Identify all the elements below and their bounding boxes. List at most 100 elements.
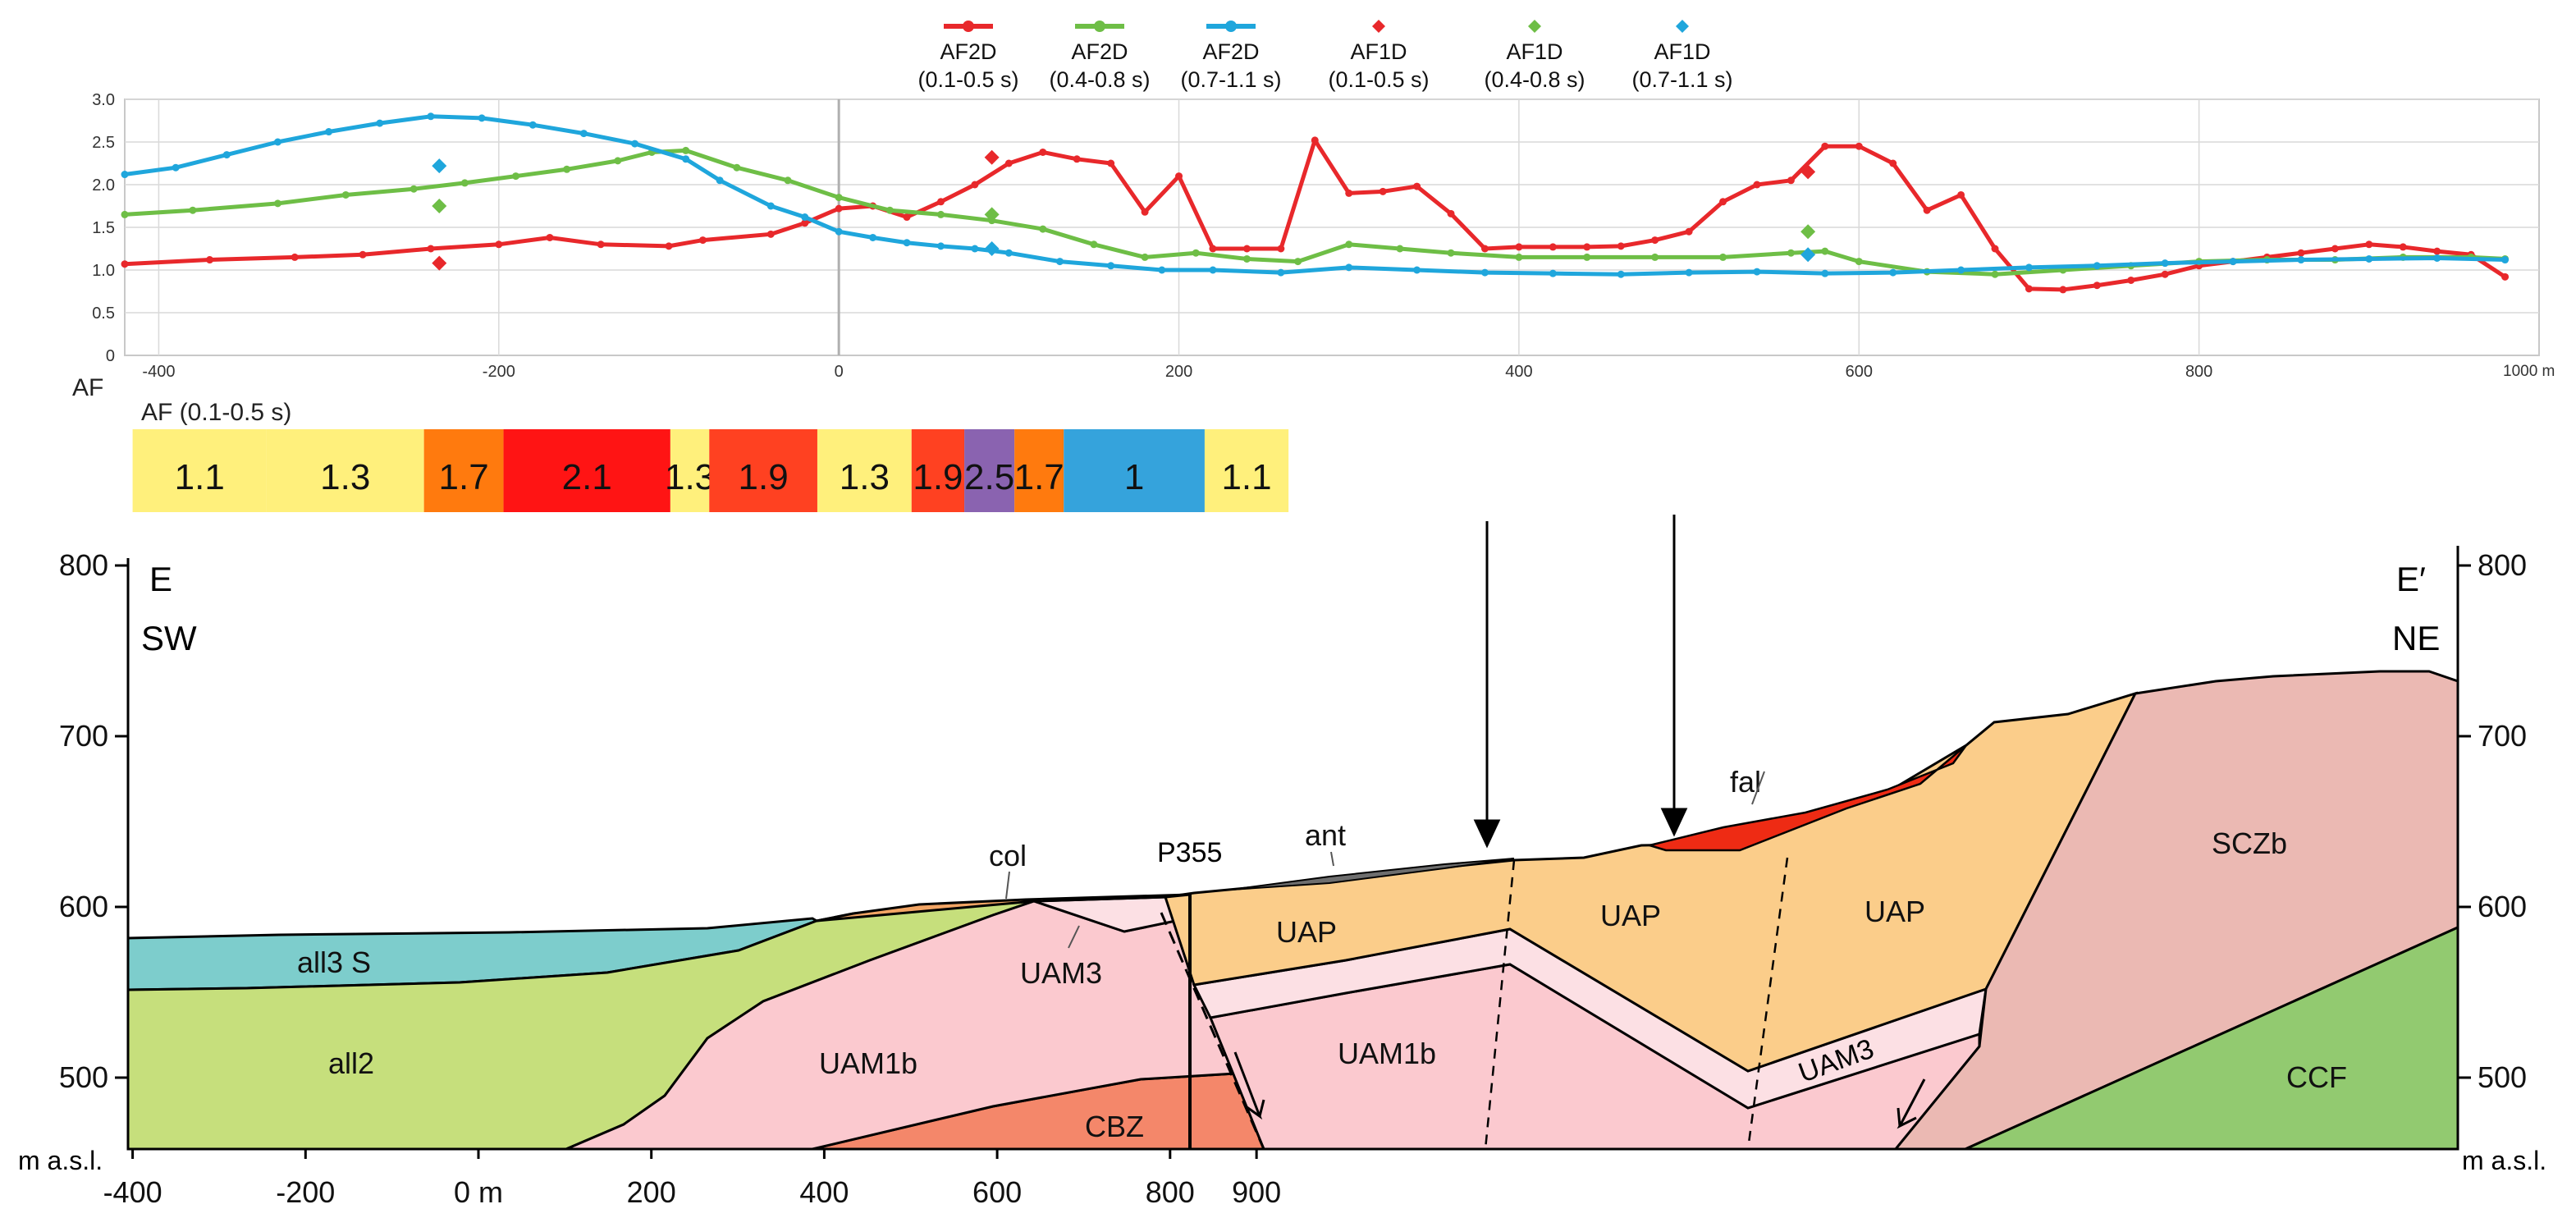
data-point [698, 236, 707, 245]
data-point [189, 206, 197, 214]
elev-tick-label-right: 800 [2478, 548, 2527, 582]
data-point [1991, 245, 1999, 253]
fault-arrows [1233, 1051, 1926, 1129]
data-point [2365, 240, 2373, 249]
data-point [222, 151, 231, 159]
data-point [1515, 243, 1523, 251]
data-point [1345, 240, 1353, 249]
data-point [1311, 136, 1319, 144]
af-segment [132, 429, 267, 512]
data-point [2331, 245, 2339, 253]
af-segment-label: 2.1 [562, 457, 612, 497]
data-point [1242, 254, 1251, 263]
af-segment-label: 1.9 [913, 457, 963, 497]
data-point [121, 260, 129, 268]
data-point [2297, 249, 2305, 257]
data-point [359, 250, 367, 259]
af1d-marker [984, 207, 1000, 222]
data-point [936, 242, 945, 250]
af1d-marker [984, 241, 1000, 256]
distance-tick-label: -400 [103, 1175, 162, 1209]
x-tick-label: 0 [835, 363, 844, 381]
data-point [2229, 258, 2237, 266]
section-right-letter: E′ [2396, 560, 2426, 598]
legend-name: AF2D [1071, 39, 1128, 64]
data-point [597, 240, 605, 249]
legend-period: (0.7-1.1 s) [1180, 67, 1281, 92]
legend-period: (0.4-0.8 s) [1484, 67, 1585, 92]
af-segment-label: 2.5 [964, 457, 1014, 497]
strip-title: AF (0.1-0.5 s) [141, 399, 291, 426]
data-point [614, 157, 622, 165]
data-point [528, 121, 537, 129]
data-point [1821, 142, 1829, 150]
data-point [801, 219, 809, 227]
elev-tick-label-right: 700 [2478, 719, 2527, 753]
data-point [2365, 254, 2373, 263]
af-segment [1204, 429, 1289, 512]
data-point [546, 233, 554, 241]
data-point [1549, 243, 1557, 251]
af-segment [911, 429, 965, 512]
data-point [1957, 266, 1965, 274]
x-tick-label: 200 [1165, 363, 1192, 381]
af-segment [817, 429, 912, 512]
data-point [835, 204, 843, 213]
data-point [1039, 148, 1047, 156]
data-point [1617, 270, 1625, 278]
elev-tick-label-left: 800 [59, 548, 108, 582]
legend-swatch-dot [1094, 21, 1105, 32]
data-point [1651, 253, 1659, 261]
legend-name: AF1D [1506, 39, 1563, 64]
data-point [1413, 182, 1421, 190]
data-point [682, 146, 690, 154]
data-point [1277, 245, 1285, 253]
section-left-direction: SW [141, 619, 197, 657]
data-point [172, 163, 180, 172]
data-point [1192, 249, 1200, 257]
data-point [1753, 181, 1761, 189]
y-tick-label: 2.5 [92, 134, 115, 152]
data-point [2127, 276, 2135, 284]
af-segment [266, 429, 424, 512]
data-point [1073, 155, 1081, 163]
data-point [427, 112, 435, 121]
y-tick-label: 0 [106, 347, 115, 365]
data-point [1209, 266, 1217, 274]
data-point [716, 176, 724, 185]
data-point [682, 155, 690, 163]
af1d-marker [432, 199, 447, 213]
legend-period: (0.1-0.5 s) [917, 67, 1018, 92]
af1d-marker [432, 158, 447, 174]
label-uap-b: UAP [1600, 899, 1661, 932]
af-segment [423, 429, 504, 512]
data-point [1480, 268, 1489, 277]
af1d-marker [432, 255, 447, 271]
geological-cross-section: -400 -200 0 m 200 400 600 800 900 800 800 700 700 60… [18, 515, 2546, 1209]
data-point [1480, 245, 1489, 253]
data-point [1957, 190, 1965, 199]
legend-period: (0.4-0.8 s) [1049, 67, 1150, 92]
data-point [1855, 258, 1863, 266]
elevation-unit-left: m a.s.l. [18, 1146, 103, 1175]
label-uam3-west: UAM3 [1020, 956, 1102, 990]
y-tick-label: 3.0 [92, 91, 115, 109]
label-leaders [1005, 771, 1765, 949]
data-point [869, 233, 877, 241]
data-point [1583, 253, 1591, 261]
data-point [936, 198, 945, 206]
data-point [1787, 249, 1795, 257]
data-point [903, 239, 911, 247]
data-point [1889, 159, 1897, 167]
x-tick-label: -400 [142, 363, 175, 381]
elev-tick-label-left: 600 [59, 890, 108, 923]
data-point [1039, 225, 1047, 233]
data-point [2501, 272, 2510, 281]
data-point [1107, 159, 1115, 167]
af-segment-label: 1.7 [1014, 457, 1064, 497]
series-line-2 [124, 114, 2505, 277]
data-point [1379, 187, 1387, 195]
af-segment-label: 1.3 [320, 457, 370, 497]
data-point [2433, 247, 2441, 255]
